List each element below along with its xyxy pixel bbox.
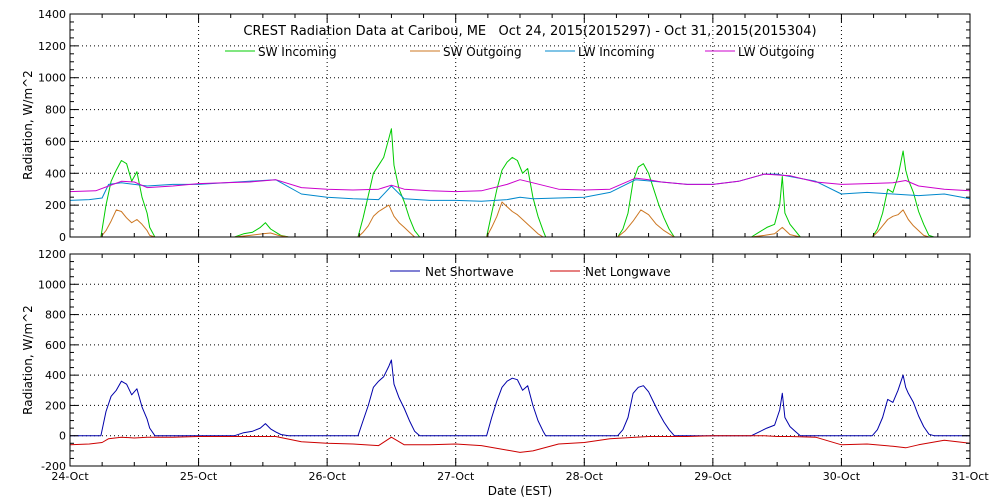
series-line-net-longwave [69, 435, 971, 453]
ytick-label: 600 [45, 339, 66, 352]
legend-label-sw-incoming: SW Incoming [258, 45, 337, 59]
top-panel: 0 200 400 600 800 1000 1200 1400 CREST Radiatio… [21, 8, 971, 244]
top-legend: SW Incoming SW Outgoing LW Incoming LW O… [225, 45, 815, 59]
top-ytick-labels: 0 200 400 600 800 1000 1200 1400 [38, 8, 66, 244]
xtick-label: 25-Oct [180, 470, 218, 483]
bottom-ticks [69, 253, 971, 467]
legend-label-net-longwave: Net Longwave [585, 265, 671, 279]
ytick-label: 200 [45, 399, 66, 412]
ytick-label: 200 [45, 199, 66, 212]
ytick-label: 800 [45, 309, 66, 322]
top-chart-title: CREST Radiation Data at Caribou, ME Oct … [243, 24, 816, 39]
ytick-label: 400 [45, 369, 66, 382]
bottom-panel: -200 0 200 400 600 800 1000 1200 24-Oct 25-Oct 26… [21, 248, 989, 498]
xtick-label: 30-Oct [823, 470, 861, 483]
legend-label-lw-incoming: LW Incoming [578, 45, 655, 59]
top-ticks [69, 13, 971, 238]
xtick-label: 27-Oct [437, 470, 475, 483]
bottom-xtick-labels: 24-Oct 25-Oct 26-Oct 27-Oct 28-Oct 29-Oct 30-O… [51, 470, 989, 483]
ytick-label: 1200 [38, 248, 66, 261]
ytick-label: 1400 [38, 8, 66, 21]
top-y-axis-label: Radiation, W/m^2 [21, 70, 35, 180]
legend-label-lw-outgoing: LW Outgoing [738, 45, 815, 59]
bottom-y-axis-label: Radiation, W/m^2 [21, 305, 35, 415]
xtick-label: 26-Oct [308, 470, 346, 483]
bottom-series [69, 359, 971, 453]
legend-label-sw-outgoing: SW Outgoing [443, 45, 522, 59]
ytick-label: 1000 [38, 72, 66, 85]
ytick-label: -200 [41, 460, 66, 473]
series-line-lw-outgoing [69, 173, 971, 193]
xtick-label: 28-Oct [566, 470, 604, 483]
ytick-label: 0 [59, 430, 66, 443]
xtick-label: 31-Oct [951, 470, 989, 483]
ytick-label: 400 [45, 167, 66, 180]
xtick-label: 29-Oct [694, 470, 732, 483]
ytick-label: 0 [59, 231, 66, 244]
series-line-net-shortwave [70, 359, 970, 437]
xtick-label: 24-Oct [51, 470, 89, 483]
ytick-label: 1000 [38, 278, 66, 291]
bottom-grid [70, 254, 970, 466]
ytick-label: 800 [45, 104, 66, 117]
bottom-legend: Net Shortwave Net Longwave [390, 265, 671, 279]
ytick-label: 600 [45, 135, 66, 148]
bottom-ytick-labels: -200 0 200 400 600 800 1000 1200 [38, 248, 66, 473]
legend-label-net-shortwave: Net Shortwave [425, 265, 514, 279]
ytick-label: 1200 [38, 40, 66, 53]
x-axis-label: Date (EST) [488, 484, 552, 498]
